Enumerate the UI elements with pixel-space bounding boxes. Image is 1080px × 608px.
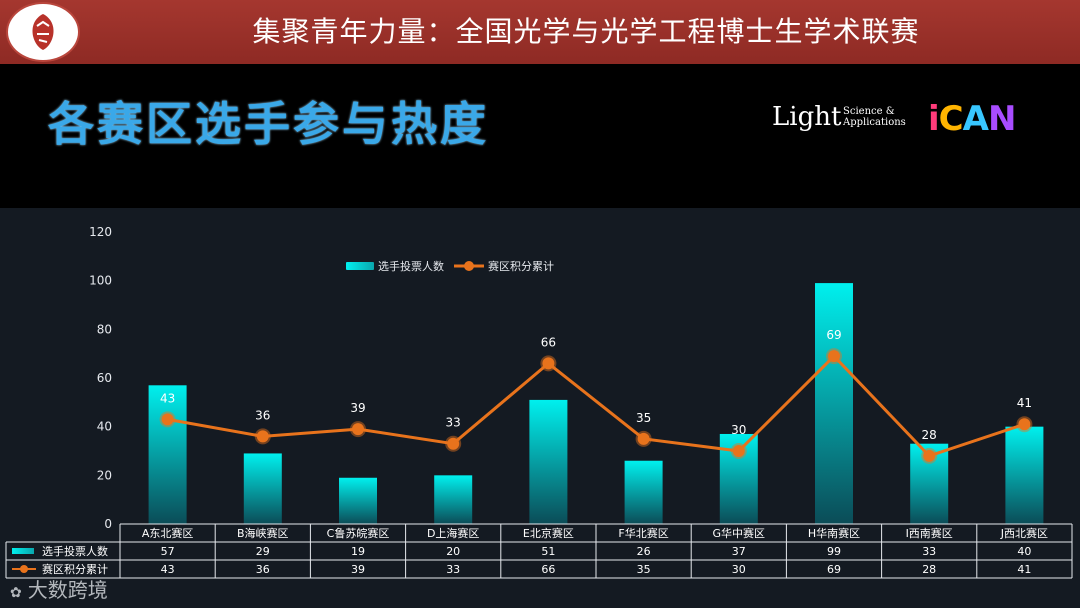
- y-tick-label: 100: [89, 274, 112, 288]
- table-cell-bar-8: 99: [827, 545, 841, 558]
- line-point-4: [447, 437, 460, 450]
- top-banner: 集聚青年力量：全国光学与光学工程博士生学术联赛: [0, 0, 1080, 64]
- line-point-3: [352, 423, 364, 436]
- legend-line-label: 赛区积分累计: [488, 259, 554, 273]
- line-data-label-10: 41: [1017, 396, 1032, 410]
- legend-line-marker: [464, 261, 474, 271]
- table-cell-bar-1: 57: [161, 545, 175, 558]
- bar-8: [815, 283, 853, 524]
- line-data-label-6: 35: [636, 411, 651, 425]
- table-cell-bar-6: 26: [637, 545, 651, 558]
- line-data-label-7: 30: [731, 423, 746, 437]
- line-point-2: [256, 430, 269, 443]
- table-cell-line-7: 30: [732, 563, 746, 576]
- watermark-text: 大数跨境: [27, 578, 108, 602]
- x-tick-label-1: A东北赛区: [142, 526, 194, 540]
- line-data-label-9: 28: [922, 428, 937, 442]
- y-tick-label: 120: [89, 225, 112, 239]
- line-point-8: [828, 350, 840, 363]
- line-data-label-1: 43: [160, 391, 175, 405]
- bar-6: [624, 460, 663, 524]
- table-row-line-label: 赛区积分累计: [42, 562, 108, 576]
- y-tick-label: 0: [104, 517, 112, 531]
- x-tick-label-8: H华南赛区: [808, 526, 860, 540]
- x-tick-label-5: E北京赛区: [523, 526, 574, 540]
- ican-logo: iCAN: [928, 99, 1016, 139]
- slide-title: 各赛区选手参与热度: [48, 97, 489, 151]
- line-point-7: [732, 445, 745, 457]
- bar-5: [529, 399, 568, 524]
- university-logo: [8, 4, 78, 60]
- x-tick-label-9: I西南赛区: [906, 526, 953, 540]
- line-data-label-4: 33: [446, 416, 461, 430]
- table-cell-line-3: 39: [351, 563, 365, 576]
- bar-3: [339, 477, 377, 524]
- table-cell-line-2: 36: [256, 563, 270, 576]
- light-logo-subtitle: Science & Applications: [843, 106, 906, 128]
- table-cell-line-8: 69: [827, 563, 841, 576]
- y-tick-label: 60: [97, 371, 112, 385]
- y-tick-label: 80: [97, 322, 112, 336]
- x-tick-label-10: J西北赛区: [1000, 526, 1048, 540]
- table-cell-bar-10: 40: [1017, 545, 1031, 558]
- table-cell-line-1: 43: [161, 563, 175, 576]
- line-data-label-2: 36: [255, 408, 270, 422]
- bar-2: [243, 453, 282, 524]
- table-row-bar-swatch: [12, 548, 34, 554]
- line-series-path: [167, 353, 1025, 458]
- slide-header: [0, 64, 1080, 208]
- table-cell-line-9: 28: [922, 563, 936, 576]
- x-tick-label-2: B海峡赛区: [237, 526, 289, 540]
- table-cell-line-6: 35: [637, 563, 651, 576]
- light-logo-word: Light: [772, 102, 842, 132]
- x-tick-label-6: F华北赛区: [618, 526, 668, 540]
- table-cell-line-4: 33: [446, 563, 460, 576]
- line-point-10: [1018, 418, 1031, 431]
- line-point-1: [161, 413, 174, 426]
- table-cell-bar-4: 20: [446, 545, 460, 558]
- line-data-label-5: 66: [541, 335, 556, 349]
- bar-1: [148, 385, 187, 524]
- bar-10: [1005, 426, 1044, 524]
- table-cell-line-10: 41: [1017, 563, 1031, 576]
- light-logo-sub-line2: Applications: [843, 117, 906, 128]
- y-tick-label: 40: [97, 420, 112, 434]
- line-point-5: [542, 357, 555, 370]
- x-tick-label-3: C鲁苏皖赛区: [327, 526, 390, 540]
- y-tick-label: 20: [97, 468, 112, 482]
- banner-title: 集聚青年力量：全国光学与光学工程博士生学术联赛: [252, 15, 920, 48]
- table-cell-bar-3: 19: [351, 545, 365, 558]
- table-cell-bar-5: 51: [541, 545, 555, 558]
- table-cell-bar-2: 29: [256, 545, 270, 558]
- watermark-icon: ✿: [10, 585, 22, 601]
- watermark: ✿ 大数跨境: [10, 574, 108, 603]
- table-cell-line-5: 66: [541, 563, 555, 576]
- table-row-line-marker: [20, 565, 28, 573]
- line-point-6: [637, 432, 650, 445]
- light-journal-logo: Light Science & Applications: [772, 96, 920, 146]
- bar-4: [434, 475, 473, 524]
- line-data-label-8: 69: [826, 328, 841, 342]
- legend-bar-label: 选手投票人数: [378, 259, 444, 273]
- table-cell-bar-9: 33: [922, 545, 936, 558]
- light-logo-sub-line1: Science &: [843, 106, 895, 117]
- line-data-label-3: 39: [350, 401, 365, 415]
- legend-bar-swatch: [346, 262, 374, 270]
- line-point-9: [923, 449, 936, 462]
- table-row-bar-label: 选手投票人数: [42, 544, 108, 558]
- x-tick-label-7: G华中赛区: [713, 526, 766, 540]
- x-tick-label-4: D上海赛区: [427, 526, 479, 540]
- table-cell-bar-7: 37: [732, 545, 746, 558]
